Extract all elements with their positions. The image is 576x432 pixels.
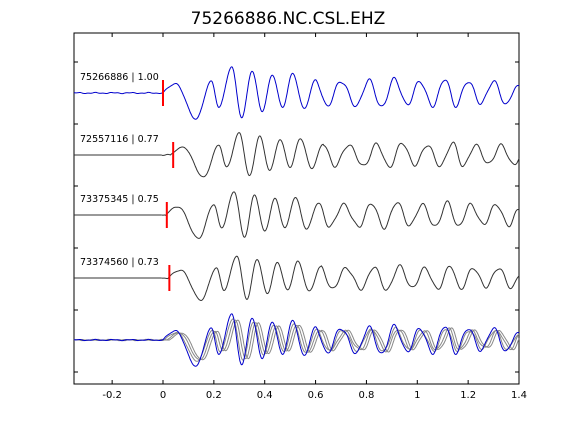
trace-waveform — [161, 255, 520, 302]
trace-label: 73374560 | 0.73 — [80, 257, 159, 268]
trace-label: 73375345 | 0.75 — [80, 194, 159, 205]
waveform-overlay — [73, 313, 520, 367]
x-tick-label: 0.4 — [257, 390, 273, 401]
x-axis-ticks: -0.2 0 0.2 0.4 0.6 0.8 1 1.2 1.4 — [102, 33, 527, 401]
chart-title: 75266886.NC.CSL.EHZ — [191, 9, 386, 29]
trace-label: 72557116 | 0.77 — [80, 134, 159, 145]
trace-waveform — [161, 191, 520, 239]
x-tick-label: 0.6 — [308, 390, 324, 401]
y-axis-ticks — [74, 61, 519, 373]
trace-waveform — [74, 66, 520, 120]
trace-label: 75266886 | 1.00 — [80, 72, 159, 83]
trace-waveform — [161, 132, 520, 178]
overlay-reference-trace — [74, 313, 520, 367]
plot-frame — [73, 32, 520, 385]
waveform-traces: 75266886 | 1.00 72557116 | 0.77 73375345 |… — [74, 66, 520, 302]
x-tick-label: -0.2 — [102, 390, 122, 401]
x-tick-label: 0 — [160, 390, 166, 401]
x-tick-label: 0.2 — [206, 390, 222, 401]
x-tick-label: 0.8 — [358, 390, 374, 401]
x-tick-label: 1.4 — [511, 390, 527, 401]
x-tick-label: 1.2 — [460, 390, 476, 401]
x-tick-label: 1 — [414, 390, 420, 401]
